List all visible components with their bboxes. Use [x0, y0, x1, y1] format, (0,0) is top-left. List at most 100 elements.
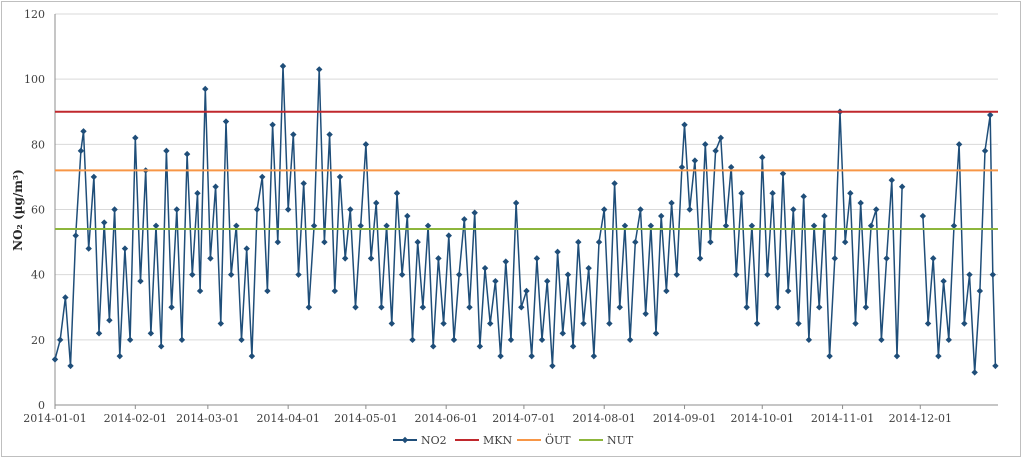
data-point	[722, 222, 730, 229]
data-point	[727, 163, 735, 171]
data-point	[445, 232, 452, 239]
data-point	[621, 222, 629, 229]
data-point	[945, 336, 952, 344]
data-point	[847, 190, 854, 197]
data-point	[383, 222, 390, 229]
data-point	[930, 255, 937, 262]
data-point	[538, 336, 546, 344]
data-point	[137, 277, 144, 285]
data-point	[668, 199, 675, 207]
data-point	[637, 206, 644, 213]
data-point	[898, 183, 906, 190]
data-point	[987, 111, 994, 119]
data-point	[352, 304, 359, 311]
data-point	[111, 206, 118, 213]
data-point	[961, 320, 968, 327]
data-point	[259, 173, 266, 181]
x-tick-label: 2014-05-01	[334, 412, 397, 425]
legend-label: NO2	[421, 434, 447, 447]
y-axis-title: NO₂ (µg/m³)	[11, 169, 25, 251]
y-tick-label: 120	[24, 8, 45, 21]
data-point	[764, 271, 771, 278]
data-point	[471, 209, 478, 216]
data-point	[831, 255, 838, 262]
x-tick-label: 2014-01-01	[23, 412, 86, 425]
data-point	[116, 352, 123, 360]
data-point	[202, 85, 209, 93]
data-point	[196, 287, 204, 295]
data-point	[790, 206, 797, 213]
data-point	[658, 212, 665, 220]
legend: NO2 MKN ÖUT NUT	[393, 433, 634, 447]
data-point	[748, 222, 756, 229]
x-axis: 2014-01-01 2014-02-01 2014-03-01 2014-04-01…	[23, 405, 952, 425]
data-point	[62, 294, 69, 301]
data-point	[585, 264, 592, 272]
data-point	[95, 330, 103, 337]
data-point	[126, 336, 134, 344]
data-point	[284, 206, 292, 213]
data-point	[264, 287, 271, 295]
data-point	[305, 304, 313, 311]
legend-item: NO2	[393, 434, 447, 447]
data-point	[409, 336, 416, 344]
data-point	[559, 330, 566, 337]
data-point	[388, 320, 395, 327]
data-point	[523, 287, 530, 295]
data-point	[935, 352, 942, 360]
data-point	[626, 336, 634, 344]
data-point	[632, 238, 639, 246]
data-point	[316, 66, 323, 73]
data-point	[512, 199, 520, 207]
data-point	[178, 336, 186, 344]
data-point	[341, 255, 349, 262]
data-point	[533, 255, 541, 262]
x-tick-label: 2014-08-01	[573, 412, 636, 425]
data-point	[378, 304, 385, 311]
data-point	[321, 238, 328, 246]
x-tick-label: 2014-12-01	[889, 412, 952, 425]
data-point	[300, 180, 307, 187]
data-point	[919, 212, 927, 220]
data-point	[173, 206, 180, 213]
data-point	[652, 330, 660, 337]
data-point	[673, 271, 680, 278]
data-point	[440, 320, 447, 327]
data-point	[419, 304, 427, 311]
data-point	[51, 356, 59, 363]
y-axis: 0 20 40 60 80 100 120	[24, 8, 56, 412]
data-point	[800, 193, 807, 200]
data-point	[481, 264, 489, 272]
data-point	[331, 287, 338, 295]
data-point	[681, 121, 688, 128]
data-point	[373, 199, 380, 207]
data-point	[217, 320, 225, 327]
y-tick-label: 60	[31, 204, 45, 217]
data-point	[569, 343, 577, 350]
legend-label: ÖUT	[545, 433, 571, 447]
gridlines	[55, 13, 998, 406]
data-point	[461, 216, 468, 223]
data-point	[152, 222, 160, 229]
y-tick-label: 100	[24, 73, 45, 86]
data-point	[753, 320, 761, 327]
data-point	[707, 238, 714, 246]
data-point	[290, 131, 297, 138]
data-point	[826, 352, 833, 360]
data-point	[554, 248, 561, 256]
data-point	[976, 287, 984, 295]
series-no2	[51, 62, 999, 376]
data-point	[455, 271, 463, 278]
data-point	[466, 304, 473, 311]
data-point	[691, 157, 699, 164]
data-point	[194, 190, 201, 197]
data-point	[67, 362, 74, 370]
data-point	[243, 245, 250, 252]
x-tick-label: 2014-04-01	[256, 412, 319, 425]
data-point	[821, 212, 828, 220]
data-point	[404, 212, 411, 220]
legend-item: NUT	[579, 434, 634, 447]
data-point	[310, 222, 318, 229]
data-point	[362, 141, 370, 148]
data-point	[274, 238, 281, 246]
